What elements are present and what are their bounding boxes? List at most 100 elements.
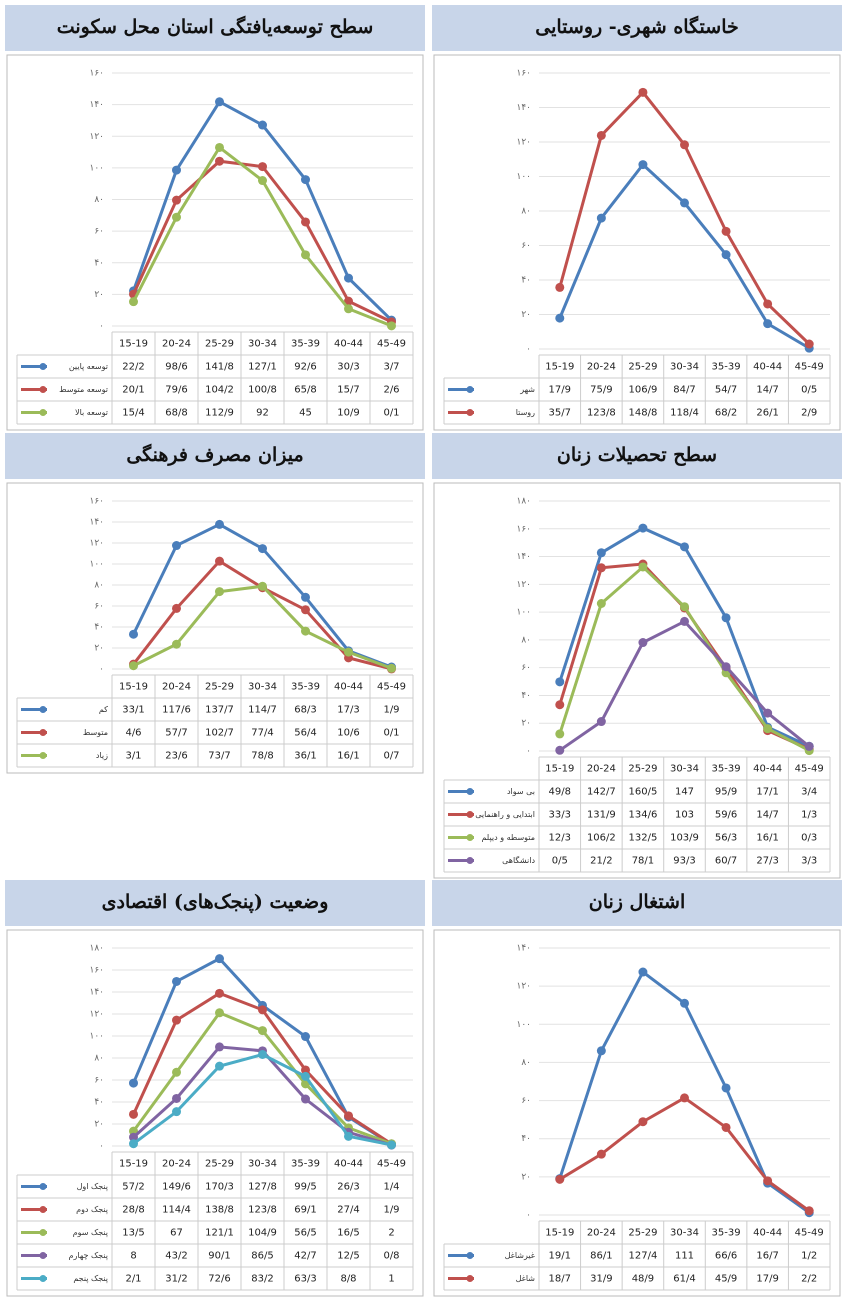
data-cell: 27/3 bbox=[756, 856, 778, 867]
x-category: 30-34 bbox=[670, 1228, 699, 1239]
data-cell: 2/6 bbox=[383, 385, 399, 396]
data-cell: 57/2 bbox=[122, 1182, 144, 1193]
data-cell: 48/9 bbox=[632, 1274, 654, 1285]
data-cell: 86/1 bbox=[590, 1251, 612, 1262]
data-point bbox=[555, 1174, 565, 1184]
data-point bbox=[129, 1078, 138, 1088]
data-point bbox=[258, 1005, 267, 1015]
data-point bbox=[638, 967, 648, 977]
chart-title: اشتغال زنان bbox=[589, 891, 686, 913]
data-cell: 99/5 bbox=[294, 1182, 316, 1193]
legend-marker bbox=[39, 1206, 47, 1213]
data-point bbox=[215, 1008, 224, 1018]
data-cell: 0/1 bbox=[383, 408, 399, 419]
data-cell: 2/1 bbox=[125, 1274, 141, 1285]
legend-marker bbox=[39, 409, 47, 416]
data-point bbox=[596, 599, 606, 608]
y-tick-label: ۴۰ bbox=[521, 1134, 531, 1144]
data-cell: 2/2 bbox=[801, 1274, 817, 1285]
y-tick-label: ۱۰۰ bbox=[89, 560, 104, 570]
data-cell: 13/5 bbox=[122, 1228, 144, 1239]
data-cell: 18/7 bbox=[549, 1274, 571, 1285]
y-tick-label: ۲۰ bbox=[521, 719, 531, 729]
data-cell: 8 bbox=[130, 1251, 136, 1262]
data-point bbox=[763, 299, 773, 309]
data-point bbox=[172, 603, 181, 613]
x-category: 40-44 bbox=[334, 1159, 363, 1170]
data-cell: 56/5 bbox=[294, 1228, 316, 1239]
data-cell: 60/7 bbox=[715, 856, 737, 867]
data-point bbox=[555, 677, 565, 687]
y-tick-label: ۴۰ bbox=[521, 691, 531, 701]
data-point bbox=[215, 519, 224, 529]
x-category: 20-24 bbox=[587, 1228, 616, 1239]
data-point bbox=[344, 273, 353, 283]
data-point bbox=[129, 1132, 138, 1142]
y-tick-label: ۶۰ bbox=[94, 602, 104, 612]
data-cell: 95/9 bbox=[715, 787, 737, 798]
data-cell: 28/8 bbox=[122, 1205, 144, 1216]
data-cell: 1/9 bbox=[383, 705, 399, 716]
data-cell: 3/3 bbox=[801, 856, 817, 867]
legend-marker bbox=[39, 1229, 47, 1236]
data-point bbox=[258, 1049, 267, 1059]
x-category: 35-39 bbox=[712, 764, 741, 775]
x-category: 15-19 bbox=[119, 1159, 148, 1170]
chart-frame bbox=[433, 54, 841, 431]
data-cell: 127/8 bbox=[248, 1182, 277, 1193]
y-tick-label: ۱۲۰ bbox=[89, 539, 104, 549]
data-cell: 106/9 bbox=[629, 385, 658, 396]
data-cell: 92 bbox=[256, 408, 269, 419]
chart-title: خاستگاه شهری- روستایی bbox=[535, 15, 739, 38]
data-cell: 111 bbox=[675, 1251, 694, 1262]
y-tick-label: ۱۶۰ bbox=[89, 497, 104, 507]
y-tick-label: ۱۲۰ bbox=[89, 132, 104, 142]
data-point bbox=[596, 130, 606, 140]
legend-label: متوسطه و دیپلم bbox=[481, 833, 535, 842]
data-cell: 127/1 bbox=[248, 362, 277, 373]
data-point bbox=[763, 1176, 773, 1186]
data-cell: 77/4 bbox=[251, 728, 273, 739]
y-tick-label: ۶۰ bbox=[521, 241, 531, 251]
y-tick-label: ۶۰ bbox=[94, 1076, 104, 1086]
y-tick-label: ۱۴۰ bbox=[516, 944, 531, 954]
legend-label: روستا bbox=[516, 408, 535, 417]
chart-frame bbox=[6, 482, 424, 774]
data-cell: 33/1 bbox=[122, 705, 144, 716]
legend-marker bbox=[39, 1183, 47, 1190]
data-cell: 75/9 bbox=[590, 385, 612, 396]
data-cell: 12/5 bbox=[337, 1251, 359, 1262]
x-category: 40-44 bbox=[753, 1228, 782, 1239]
data-point bbox=[680, 542, 689, 552]
data-point bbox=[387, 663, 396, 673]
data-cell: 42/7 bbox=[294, 1251, 316, 1262]
chart-title: سطح تحصیلات زنان bbox=[557, 444, 717, 466]
y-tick-label: ۱۰۰ bbox=[516, 172, 531, 182]
data-point bbox=[258, 176, 267, 186]
data-cell: 56/4 bbox=[294, 728, 316, 739]
y-tick-label: ۴۰ bbox=[94, 1098, 104, 1108]
x-category: 30-34 bbox=[248, 339, 277, 350]
data-point bbox=[638, 160, 648, 170]
x-category: 25-29 bbox=[205, 1159, 234, 1170]
data-cell: 31/9 bbox=[590, 1274, 612, 1285]
data-cell: 98/6 bbox=[165, 362, 187, 373]
data-point bbox=[215, 954, 224, 964]
x-category: 45-49 bbox=[795, 764, 824, 775]
data-cell: 1 bbox=[388, 1274, 394, 1285]
header-bar bbox=[5, 5, 425, 51]
data-cell: 127/4 bbox=[629, 1251, 658, 1262]
y-tick-label: ۱۸۰ bbox=[89, 944, 104, 954]
data-cell: 137/7 bbox=[205, 705, 234, 716]
x-category: 20-24 bbox=[162, 682, 191, 693]
data-cell: 100/8 bbox=[248, 385, 277, 396]
legend-label: بی سواد bbox=[507, 787, 535, 796]
data-point bbox=[680, 140, 689, 150]
data-point bbox=[596, 563, 606, 573]
data-cell: 0/5 bbox=[552, 856, 568, 867]
data-cell: 26/1 bbox=[756, 408, 778, 419]
data-cell: 2/9 bbox=[801, 408, 817, 419]
x-category: 25-29 bbox=[628, 362, 657, 373]
chart-frame bbox=[433, 482, 841, 879]
